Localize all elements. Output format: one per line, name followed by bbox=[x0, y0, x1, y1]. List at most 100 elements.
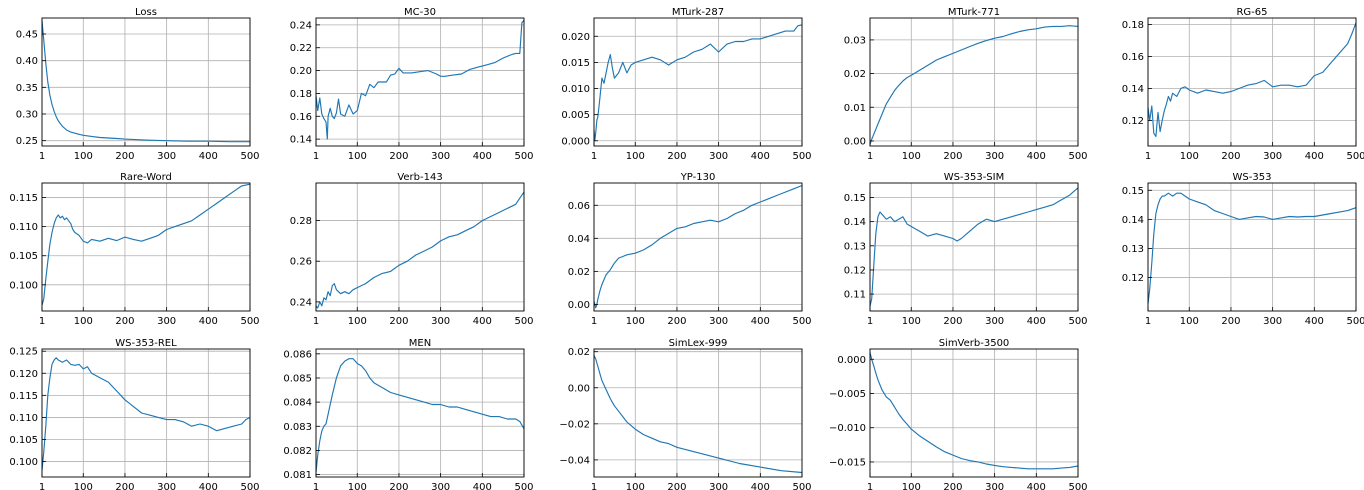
y-tick-label: 0.14 bbox=[1122, 84, 1144, 95]
series-line bbox=[41, 20, 250, 143]
x-tick-label: 100 bbox=[902, 482, 921, 490]
x-tick-label: 300 bbox=[157, 151, 176, 162]
y-tick-label: 0.015 bbox=[561, 58, 590, 69]
y-tick-label: 0.01 bbox=[844, 103, 866, 114]
y-tick-label: 0.25 bbox=[16, 136, 38, 147]
x-tick-label: 300 bbox=[431, 482, 450, 490]
y-tick-label: 0.100 bbox=[9, 457, 38, 468]
x-tick-label: 400 bbox=[199, 316, 218, 327]
x-tick-label: 500 bbox=[514, 482, 533, 490]
subplot-title: MEN bbox=[409, 338, 431, 349]
y-tick-label: 0.24 bbox=[290, 20, 312, 31]
x-tick-label: 400 bbox=[1027, 482, 1046, 490]
x-tick-label: 100 bbox=[626, 482, 645, 490]
x-tick-label: 100 bbox=[626, 151, 645, 162]
subplot-yp-130: YP-130 1 100 200 300 400 500 0.00 0.02 0.04 0.06 bbox=[568, 172, 812, 327]
x-tick-label: 1 bbox=[313, 316, 319, 327]
x-tick-label: 500 bbox=[1068, 482, 1087, 490]
x-tick-label: 200 bbox=[667, 316, 686, 327]
x-tick-label: 300 bbox=[157, 482, 176, 490]
series-line bbox=[41, 183, 251, 306]
subplot-title: Loss bbox=[135, 7, 157, 18]
y-tick-label: 0.04 bbox=[568, 234, 590, 245]
x-tick-label: 1 bbox=[867, 482, 873, 490]
y-tick-label: 0.005 bbox=[561, 110, 590, 121]
x-tick-label: 1 bbox=[39, 151, 45, 162]
y-tick-label: 0.082 bbox=[283, 446, 312, 457]
y-tick-label: 0.084 bbox=[283, 398, 312, 409]
y-tick-label: 0.15 bbox=[1122, 186, 1144, 197]
series-line bbox=[593, 24, 803, 142]
y-tick-label: 0.18 bbox=[290, 89, 312, 100]
y-tick-label: 0.115 bbox=[9, 391, 38, 402]
y-tick-label: 0.12 bbox=[844, 265, 866, 276]
subplot-title: MTurk-771 bbox=[948, 7, 1000, 18]
x-tick-label: 1 bbox=[591, 482, 597, 490]
x-tick-label: 200 bbox=[389, 151, 408, 162]
x-tick-label: 1 bbox=[313, 482, 319, 490]
y-tick-label: 0.16 bbox=[1122, 52, 1144, 63]
x-tick-label: 100 bbox=[1180, 151, 1199, 162]
y-tick-label: 0.110 bbox=[9, 222, 38, 233]
x-tick-label: 500 bbox=[1346, 316, 1364, 327]
axes-frame bbox=[41, 348, 251, 478]
x-tick-label: 1 bbox=[867, 151, 873, 162]
y-tick-label: 0.120 bbox=[9, 369, 38, 380]
subplot-ws-353: WS-353 1 100 200 300 400 500 0.12 0.13 0.14 0.15 bbox=[1122, 172, 1364, 327]
x-tick-label: 1 bbox=[867, 316, 873, 327]
x-tick-label: 200 bbox=[943, 482, 962, 490]
y-tick-label: 0.40 bbox=[16, 56, 38, 67]
series-line bbox=[869, 25, 1079, 145]
x-tick-label: 300 bbox=[709, 482, 728, 490]
x-tick-label: 400 bbox=[473, 316, 492, 327]
axes-frame bbox=[1147, 17, 1357, 147]
y-tick-label: 0.22 bbox=[290, 43, 312, 54]
axes-frame bbox=[869, 17, 1079, 147]
y-tick-label: 0.02 bbox=[568, 267, 590, 278]
y-tick-label: 0.105 bbox=[9, 251, 38, 262]
y-tick-label: 0.02 bbox=[568, 347, 590, 358]
y-tick-label: 0.085 bbox=[283, 373, 312, 384]
subplot-title: RG-65 bbox=[1236, 7, 1267, 18]
x-tick-label: 200 bbox=[1221, 151, 1240, 162]
series-line bbox=[869, 352, 1079, 470]
x-tick-label: 1 bbox=[591, 151, 597, 162]
x-tick-label: 100 bbox=[902, 151, 921, 162]
x-tick-label: 400 bbox=[1305, 316, 1324, 327]
x-tick-label: 100 bbox=[348, 151, 367, 162]
axes-frame bbox=[593, 182, 803, 312]
x-tick-label: 1 bbox=[1145, 316, 1151, 327]
x-tick-label: 1 bbox=[1145, 151, 1151, 162]
y-tick-label: 0.115 bbox=[9, 193, 38, 204]
series-line bbox=[315, 191, 525, 309]
subplot-ws-353-sim: WS-353-SIM 1 100 200 300 400 500 0.11 0.12 0.13 0.… bbox=[844, 172, 1088, 327]
y-tick-label: 0.00 bbox=[568, 383, 590, 394]
y-tick-label: −0.010 bbox=[829, 423, 866, 434]
y-tick-label: 0.15 bbox=[844, 193, 866, 204]
axes-frame bbox=[315, 348, 525, 478]
x-tick-label: 500 bbox=[240, 151, 259, 162]
y-tick-label: 0.18 bbox=[1122, 20, 1144, 31]
subplot-rg-65: RG-65 1 100 200 300 400 500 0.12 0.14 0.16 0.18 bbox=[1122, 7, 1364, 162]
x-tick-label: 200 bbox=[943, 151, 962, 162]
series-line bbox=[1147, 192, 1357, 304]
y-tick-label: 0.14 bbox=[290, 135, 312, 146]
x-tick-label: 400 bbox=[473, 151, 492, 162]
y-tick-label: 0.100 bbox=[9, 280, 38, 291]
x-tick-label: 500 bbox=[792, 316, 811, 327]
x-tick-label: 400 bbox=[199, 482, 218, 490]
x-tick-label: 300 bbox=[431, 316, 450, 327]
x-tick-label: 300 bbox=[985, 316, 1004, 327]
y-tick-label: 0.081 bbox=[283, 470, 312, 481]
x-tick-label: 400 bbox=[751, 151, 770, 162]
y-tick-label: 0.30 bbox=[16, 110, 38, 121]
y-tick-label: 0.13 bbox=[1122, 244, 1144, 255]
subplot-loss: Loss 1 100 200 300 400 500 0.25 0.30 0.35 0.40 0.45 bbox=[16, 7, 260, 162]
x-tick-label: 500 bbox=[1346, 151, 1364, 162]
x-tick-label: 200 bbox=[115, 482, 134, 490]
x-tick-label: 200 bbox=[667, 151, 686, 162]
y-tick-label: −0.015 bbox=[829, 457, 866, 468]
x-tick-label: 500 bbox=[514, 316, 533, 327]
series-line bbox=[869, 187, 1079, 307]
